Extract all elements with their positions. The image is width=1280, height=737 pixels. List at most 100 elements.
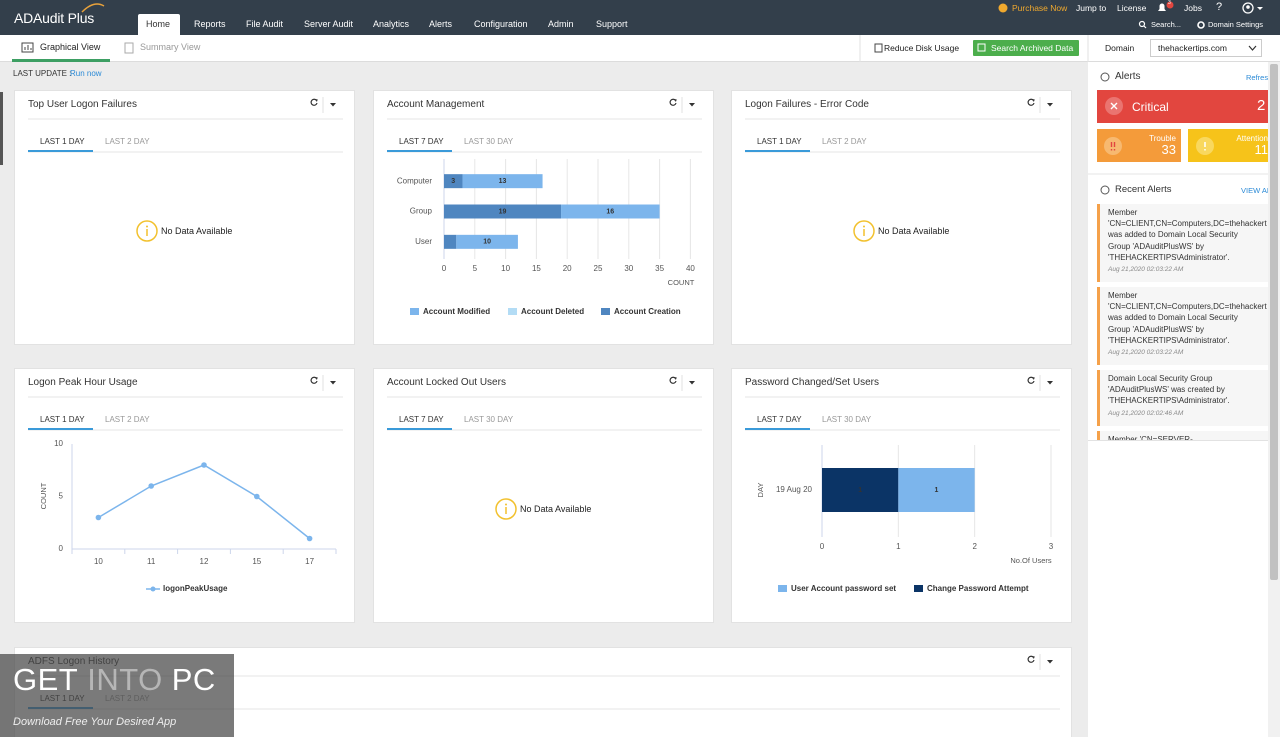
x-tick-label: 12 [200, 557, 209, 566]
attention-label: Attention [1236, 134, 1268, 143]
widget-tab[interactable]: LAST 2 DAY [105, 137, 150, 146]
line-point [254, 493, 260, 500]
license-link[interactable]: License [1117, 3, 1147, 13]
no-data-text: No Data Available [520, 504, 592, 514]
widget-tab[interactable]: LAST 1 DAY [40, 415, 85, 424]
menu-caret [1047, 660, 1053, 664]
watermark-title: GET INTO PC [13, 662, 225, 698]
widget: Account Management 0 5 10 15 20 25 30 35 40 Comput… [373, 90, 714, 345]
nav-tab[interactable]: Configuration [474, 19, 528, 29]
data-label: 19 [499, 208, 507, 215]
trouble-box[interactable]: Trouble 33 [1097, 129, 1181, 162]
legend-label: Account Deleted [521, 307, 584, 316]
widget-tab[interactable]: LAST 30 DAY [822, 415, 872, 424]
widget-tab[interactable]: LAST 7 DAY [399, 137, 444, 146]
legend-label: Change Password Attempt [927, 584, 1029, 593]
nav-tab[interactable]: Server Audit [304, 19, 354, 29]
alert-item[interactable]: Member 'CN=CLIENT,CN=Computers,DC=thehack… [1097, 287, 1268, 365]
bar-segment [462, 174, 543, 189]
tab-underline [745, 428, 810, 430]
domain-select[interactable]: thehackertips.com [1150, 39, 1262, 57]
last-update-label: LAST UPDATE : [13, 69, 72, 78]
x-tick-label: 15 [252, 557, 261, 566]
x-axis-title: COUNT [668, 278, 695, 287]
attention-box[interactable]: Attention 11 [1188, 129, 1268, 162]
reduce-disk-link[interactable]: Reduce Disk Usage [884, 43, 960, 53]
recent-list: Member 'CN=CLIENT,CN=Computers,DC=thehack… [1088, 204, 1268, 441]
nav-tab[interactable]: File Audit [246, 19, 284, 29]
y-tick-label: 5 [59, 492, 64, 501]
alert-item[interactable]: Member 'CN=SERVER- [1097, 430, 1268, 440]
refresh-link[interactable]: Refres [1246, 73, 1268, 82]
line-point [306, 535, 313, 542]
bar-segment [444, 204, 562, 219]
legend-label: logonPeakUsage [163, 584, 228, 593]
nav-tab[interactable]: Reports [194, 19, 226, 29]
line-point [148, 483, 154, 489]
graph-icon [21, 42, 34, 53]
x-tick-label: 35 [655, 264, 664, 273]
widget-tab[interactable]: LAST 7 DAY [399, 415, 444, 424]
widget: Logon Failures - Error Code LAST 1 DAY LAS… [731, 90, 1072, 345]
info-dot [146, 225, 148, 228]
alert-line: 'THEHACKERTIPS\Administrator'. [1108, 252, 1230, 262]
alert-line: 'CN=CLIENT,CN=Computers,DC=thehackert [1108, 302, 1267, 312]
alert-date: Aug 21,2020 02:03:22 AM [1108, 266, 1184, 273]
run-now-link[interactable]: Run now [70, 69, 102, 78]
logo: ADAudit Plus [14, 10, 95, 26]
help-link[interactable]: ? [1216, 1, 1223, 13]
alerts-canvas [1088, 72, 1268, 195]
archived-button[interactable]: Search Archived Data [973, 40, 1079, 56]
x-tick-label: 30 [624, 264, 633, 273]
jobs-link[interactable]: Jobs [1184, 3, 1202, 13]
widget-tab[interactable]: LAST 2 DAY [822, 137, 867, 146]
widget-tab[interactable]: LAST 2 DAY [105, 415, 150, 424]
refresh-arrow [674, 377, 677, 380]
summary-icon [124, 42, 134, 54]
nav-tab[interactable]: Analytics [373, 19, 410, 29]
widget-tab[interactable]: LAST 1 DAY [757, 137, 802, 146]
alert-item[interactable]: Member 'CN=CLIENT,CN=Computers,DC=thehack… [1097, 204, 1268, 282]
toolbar: Graphical View Summary View Reduce Disk Us… [0, 35, 1280, 62]
refresh-icon [310, 98, 318, 106]
widget-tab[interactable]: LAST 7 DAY [757, 415, 802, 424]
domain-value: thehackertips.com [1158, 43, 1227, 53]
data-label: 13 [499, 178, 507, 185]
view-tab[interactable]: Summary View [140, 42, 201, 52]
legend-swatch [778, 585, 787, 592]
widget-tab[interactable]: LAST 30 DAY [464, 137, 514, 146]
logo-swoosh [81, 3, 105, 13]
notification-count[interactable]: 3 [1168, 0, 1171, 6]
widget-tab[interactable]: LAST 1 DAY [40, 137, 85, 146]
widget-title: Top User Logon Failures [28, 99, 137, 110]
widget-title: Password Changed/Set Users [745, 377, 879, 388]
watermark-word: PC [171, 662, 216, 697]
search-link[interactable]: Search... [1151, 20, 1182, 29]
widget-tab[interactable]: LAST 30 DAY [464, 415, 514, 424]
recent-icon [1100, 185, 1110, 195]
nav-tab[interactable]: Support [596, 19, 628, 29]
alert-line: was added to Domain Local Security [1108, 313, 1238, 323]
y-tick-label: 0 [59, 544, 64, 553]
widget: Account Locked Out Users LAST 7 DAY LAST 3… [373, 368, 714, 623]
y-tick-label: 10 [54, 439, 63, 448]
user-icon [1242, 2, 1254, 14]
view-all-link[interactable]: VIEW AL [1241, 186, 1268, 195]
nav-tab[interactable]: Home [146, 19, 171, 29]
widget-canvas: 0 5 10 15 20 25 30 35 40 Computer 3 13 Group 19 16 User… [387, 97, 702, 316]
top-icons [998, 1, 1263, 29]
menu-caret [689, 103, 695, 107]
view-tab[interactable]: Graphical View [40, 42, 101, 52]
user-head [1246, 5, 1250, 9]
domain-settings-link[interactable]: Domain Settings [1208, 20, 1264, 29]
search-icon [1138, 20, 1146, 28]
critical-box[interactable]: Critical 2 [1097, 90, 1268, 123]
alert-item[interactable]: Domain Local Security Group 'ADAuditPlusW… [1097, 370, 1268, 426]
no-data-text: No Data Available [161, 226, 233, 236]
nav-tab[interactable]: Alerts [429, 19, 453, 29]
nav-tab[interactable]: Admin [548, 19, 574, 29]
jump-link[interactable]: Jump to [1076, 3, 1107, 13]
data-label: 1 [858, 487, 862, 494]
purchase-link[interactable]: Purchase Now [1012, 3, 1068, 13]
